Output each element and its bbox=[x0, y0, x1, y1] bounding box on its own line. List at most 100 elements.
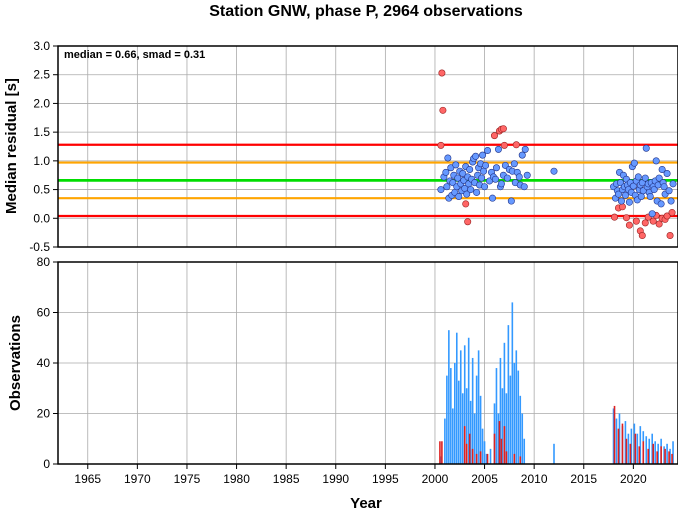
observation-bar bbox=[553, 443, 555, 464]
inlier-point bbox=[521, 145, 529, 153]
observation-bar bbox=[507, 325, 510, 464]
observation-bar bbox=[457, 380, 460, 464]
observation-bar bbox=[509, 375, 512, 464]
outlier-observation-bar bbox=[441, 441, 443, 464]
inlier-point bbox=[492, 164, 500, 172]
observation-bar bbox=[615, 418, 618, 464]
observations-y-ticks: 80 60 40 20 0 bbox=[37, 255, 58, 471]
inlier-point bbox=[641, 174, 649, 182]
inlier-point bbox=[472, 152, 480, 160]
inlier-point bbox=[550, 167, 558, 175]
observation-bar bbox=[624, 421, 627, 464]
chart-title: Station GNW, phase P, 2964 observations bbox=[209, 3, 523, 20]
inlier-point bbox=[652, 157, 660, 165]
outlier-observation-bar bbox=[617, 428, 620, 464]
observation-bar bbox=[513, 363, 516, 464]
outlier-observation-bar bbox=[625, 438, 628, 464]
inlier-point bbox=[520, 183, 528, 191]
observation-bar bbox=[473, 413, 476, 464]
observation-bar bbox=[471, 357, 474, 464]
outlier-observation-bar bbox=[638, 446, 641, 464]
inlier-point bbox=[518, 151, 526, 159]
outlier-observation-bar bbox=[664, 448, 666, 464]
outlier-observation-bar bbox=[647, 448, 650, 464]
outlier-point bbox=[622, 214, 630, 222]
inlier-point bbox=[621, 191, 629, 199]
observation-bar bbox=[523, 438, 526, 464]
residual-panel-bg bbox=[58, 46, 678, 247]
inlier-point bbox=[642, 144, 650, 152]
outlier-observation-bar bbox=[498, 421, 501, 464]
outlier-observation-bar bbox=[519, 456, 522, 464]
inlier-point bbox=[667, 197, 675, 205]
outlier-observation-bar bbox=[503, 426, 506, 464]
observation-bar bbox=[672, 441, 674, 464]
inlier-point bbox=[629, 182, 637, 190]
x-axis-ticks: 1965 1970 1975 1980 1985 1990 1995 2000 2005 2010… bbox=[74, 464, 647, 486]
outlier-observation-bar bbox=[634, 433, 637, 464]
outlier-observation-bar bbox=[652, 443, 654, 464]
outlier-point bbox=[641, 219, 649, 227]
observations-bars bbox=[439, 302, 674, 464]
y-tick-label: 40 bbox=[37, 356, 51, 370]
outlier-point bbox=[649, 217, 657, 225]
observation-bar bbox=[450, 368, 452, 464]
observation-bar bbox=[511, 302, 514, 464]
outlier-point bbox=[438, 69, 446, 77]
y-tick-label: 2.5 bbox=[33, 68, 50, 82]
x-tick-label: 2005 bbox=[471, 472, 498, 486]
observation-bar bbox=[475, 375, 478, 464]
inlier-point bbox=[648, 210, 656, 218]
observation-bar bbox=[666, 443, 668, 464]
observation-bar bbox=[663, 446, 665, 464]
y-tick-label: 2.0 bbox=[33, 96, 50, 110]
x-tick-label: 2000 bbox=[422, 472, 449, 486]
inlier-point bbox=[466, 165, 474, 173]
residual-y-axis-label: Median residual [s] bbox=[3, 78, 20, 214]
outlier-point bbox=[500, 141, 508, 149]
outlier-observation-bar bbox=[671, 453, 673, 464]
inlier-point bbox=[459, 169, 467, 177]
observation-bar bbox=[618, 413, 621, 464]
outlier-observation-bar bbox=[629, 443, 632, 464]
outlier-observation-bar bbox=[660, 446, 662, 464]
outlier-observation-bar bbox=[613, 405, 616, 464]
observations-y-axis-label: Observations bbox=[7, 315, 24, 411]
observation-bar bbox=[440, 456, 442, 464]
outlier-point bbox=[512, 141, 520, 149]
observation-bar bbox=[636, 433, 639, 464]
inlier-point bbox=[482, 161, 490, 169]
outlier-point bbox=[666, 232, 674, 240]
inlier-point bbox=[444, 154, 452, 162]
observation-bar bbox=[479, 395, 482, 464]
y-tick-label: 0.0 bbox=[33, 211, 50, 225]
observation-bar bbox=[657, 443, 659, 464]
outlier-point bbox=[632, 217, 640, 225]
observation-bar bbox=[517, 370, 520, 464]
observation-bar bbox=[519, 395, 522, 464]
observation-bar bbox=[630, 428, 633, 464]
inlier-point bbox=[473, 188, 481, 196]
inlier-point bbox=[479, 151, 487, 159]
inlier-point bbox=[497, 180, 505, 188]
observation-bar bbox=[446, 375, 448, 464]
inlier-point bbox=[503, 174, 511, 182]
inlier-point bbox=[478, 174, 486, 182]
outlier-point bbox=[625, 221, 633, 229]
inlier-point bbox=[665, 187, 673, 195]
observation-bar bbox=[501, 388, 504, 464]
outlier-observation-bar bbox=[471, 448, 474, 464]
observation-bar bbox=[648, 438, 651, 464]
x-tick-label: 1995 bbox=[372, 472, 399, 486]
observation-bar bbox=[465, 388, 468, 464]
outlier-observation-bar bbox=[479, 451, 482, 464]
y-tick-label: 60 bbox=[37, 306, 51, 320]
x-tick-label: 2010 bbox=[521, 472, 548, 486]
y-tick-label: 20 bbox=[37, 407, 51, 421]
observation-bar bbox=[612, 408, 615, 464]
inlier-point bbox=[657, 200, 665, 208]
observation-bar bbox=[448, 330, 450, 464]
observations-panel: 80 60 40 20 0 1965 1970 1975 1980 1985 1990 1995 20… bbox=[7, 255, 678, 511]
inlier-point bbox=[630, 159, 638, 167]
outlier-point bbox=[638, 232, 646, 240]
